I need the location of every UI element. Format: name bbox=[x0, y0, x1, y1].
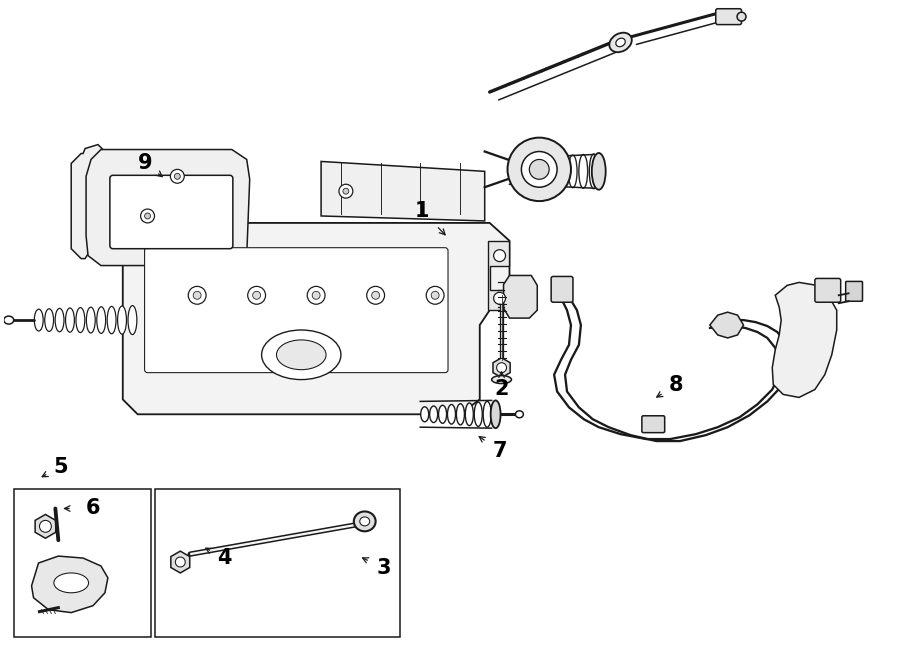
Polygon shape bbox=[71, 145, 103, 258]
Polygon shape bbox=[772, 282, 837, 397]
Text: 9: 9 bbox=[139, 153, 153, 173]
Circle shape bbox=[529, 159, 549, 179]
Ellipse shape bbox=[34, 309, 43, 331]
Circle shape bbox=[253, 292, 261, 299]
Ellipse shape bbox=[516, 411, 524, 418]
Circle shape bbox=[493, 250, 506, 262]
Ellipse shape bbox=[86, 307, 95, 333]
Ellipse shape bbox=[516, 157, 524, 185]
Ellipse shape bbox=[547, 156, 556, 186]
FancyBboxPatch shape bbox=[716, 9, 742, 24]
Circle shape bbox=[366, 286, 384, 304]
Circle shape bbox=[343, 188, 349, 194]
Circle shape bbox=[372, 292, 380, 299]
Ellipse shape bbox=[354, 512, 375, 531]
Text: 6: 6 bbox=[86, 498, 101, 518]
Ellipse shape bbox=[438, 405, 446, 423]
Circle shape bbox=[508, 137, 571, 201]
Ellipse shape bbox=[276, 340, 326, 369]
FancyBboxPatch shape bbox=[551, 276, 573, 302]
Ellipse shape bbox=[54, 573, 88, 593]
Circle shape bbox=[188, 286, 206, 304]
Circle shape bbox=[339, 184, 353, 198]
Circle shape bbox=[307, 286, 325, 304]
Polygon shape bbox=[171, 551, 190, 573]
Ellipse shape bbox=[491, 375, 511, 383]
Circle shape bbox=[521, 151, 557, 187]
Ellipse shape bbox=[262, 330, 341, 379]
Ellipse shape bbox=[97, 307, 105, 333]
FancyBboxPatch shape bbox=[110, 175, 233, 249]
Text: 4: 4 bbox=[217, 548, 231, 568]
FancyBboxPatch shape bbox=[814, 278, 841, 302]
Text: 5: 5 bbox=[53, 457, 68, 477]
Circle shape bbox=[427, 286, 444, 304]
Ellipse shape bbox=[474, 402, 482, 426]
Ellipse shape bbox=[579, 155, 588, 188]
Ellipse shape bbox=[55, 309, 64, 332]
Ellipse shape bbox=[537, 157, 545, 186]
Ellipse shape bbox=[420, 407, 428, 422]
Ellipse shape bbox=[616, 38, 625, 47]
Ellipse shape bbox=[66, 308, 75, 332]
Circle shape bbox=[493, 292, 506, 304]
Bar bbox=[155, 488, 400, 637]
Ellipse shape bbox=[483, 401, 491, 427]
Circle shape bbox=[248, 286, 266, 304]
Circle shape bbox=[194, 292, 201, 299]
FancyBboxPatch shape bbox=[642, 416, 665, 433]
Polygon shape bbox=[493, 358, 510, 377]
Polygon shape bbox=[35, 514, 56, 538]
Circle shape bbox=[175, 173, 180, 179]
Circle shape bbox=[497, 363, 507, 373]
Ellipse shape bbox=[118, 306, 127, 334]
Polygon shape bbox=[32, 556, 108, 613]
Ellipse shape bbox=[609, 32, 632, 52]
Circle shape bbox=[40, 520, 51, 532]
Text: 1: 1 bbox=[415, 201, 429, 221]
Polygon shape bbox=[503, 276, 537, 318]
FancyBboxPatch shape bbox=[145, 248, 448, 373]
Ellipse shape bbox=[107, 307, 116, 334]
Circle shape bbox=[170, 169, 184, 183]
Ellipse shape bbox=[128, 305, 137, 334]
Ellipse shape bbox=[526, 157, 535, 186]
Ellipse shape bbox=[558, 155, 566, 187]
Ellipse shape bbox=[592, 153, 606, 190]
Circle shape bbox=[176, 557, 185, 567]
Ellipse shape bbox=[465, 403, 473, 426]
Circle shape bbox=[431, 292, 439, 299]
Circle shape bbox=[140, 209, 155, 223]
Polygon shape bbox=[710, 312, 743, 338]
Ellipse shape bbox=[737, 12, 746, 21]
Polygon shape bbox=[488, 241, 509, 310]
Circle shape bbox=[145, 213, 150, 219]
Ellipse shape bbox=[590, 154, 598, 188]
Ellipse shape bbox=[569, 155, 577, 188]
Ellipse shape bbox=[45, 309, 54, 331]
Ellipse shape bbox=[360, 517, 370, 526]
Text: 7: 7 bbox=[492, 441, 507, 461]
Polygon shape bbox=[321, 161, 485, 221]
Polygon shape bbox=[86, 149, 249, 266]
Text: 2: 2 bbox=[494, 379, 508, 399]
Ellipse shape bbox=[4, 316, 13, 324]
Text: 8: 8 bbox=[669, 375, 683, 395]
Circle shape bbox=[312, 292, 320, 299]
Ellipse shape bbox=[76, 307, 85, 332]
Text: 3: 3 bbox=[376, 558, 391, 578]
Ellipse shape bbox=[456, 404, 464, 425]
Ellipse shape bbox=[491, 401, 500, 428]
Ellipse shape bbox=[429, 406, 437, 422]
Polygon shape bbox=[122, 223, 509, 414]
Bar bbox=[14, 488, 150, 637]
FancyBboxPatch shape bbox=[846, 282, 862, 301]
Ellipse shape bbox=[447, 405, 455, 424]
